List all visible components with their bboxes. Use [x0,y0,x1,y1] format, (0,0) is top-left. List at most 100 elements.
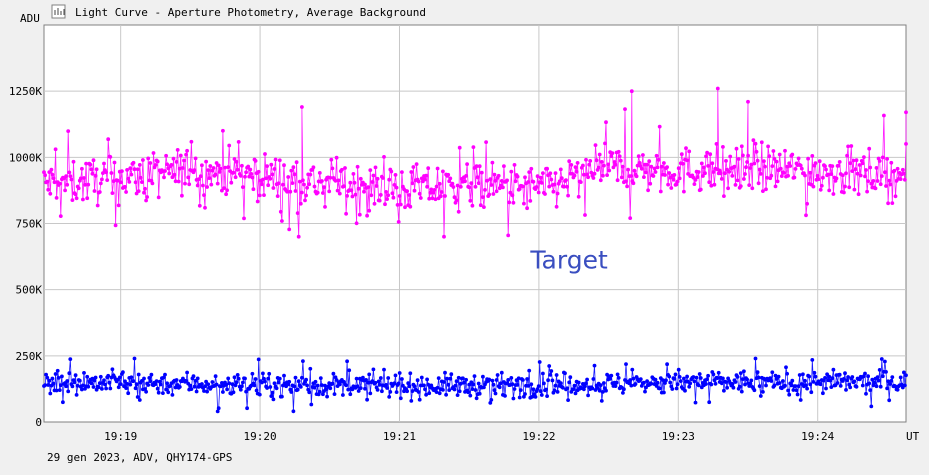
data-point [731,385,736,390]
data-point [890,201,895,206]
data-point [64,384,68,389]
data-point [857,163,862,167]
data-point [742,177,746,181]
data-point [755,158,760,163]
data-point [315,383,320,388]
data-point [419,375,424,380]
data-point [757,167,762,172]
footer-info: 29 gen 2023, ADV, QHY174-GPS [47,451,232,464]
data-point [445,376,449,381]
light-curve-icon[interactable] [51,4,66,19]
data-point [517,187,522,191]
data-point [751,138,756,143]
data-point [875,375,880,379]
data-point [356,389,361,393]
data-point [123,379,127,384]
data-point [366,185,371,190]
data-point [224,192,229,197]
data-point [818,382,823,387]
data-point [411,165,416,169]
data-point [73,373,78,378]
data-point [206,168,211,173]
data-point [220,188,224,193]
data-point [417,397,422,402]
data-point [396,220,401,224]
data-point [626,167,630,172]
data-point [884,370,888,374]
data-point [352,180,357,185]
data-point [734,146,739,151]
data-point [121,370,125,375]
data-point [321,392,325,397]
data-point [144,389,149,394]
data-point [569,163,574,167]
data-point [517,395,522,400]
data-point [82,176,86,180]
data-point [745,160,749,164]
data-point [748,166,753,170]
data-point [838,384,843,388]
data-point [126,391,131,396]
data-point [102,378,106,383]
data-point [231,170,236,175]
data-point [497,385,502,390]
data-point [586,393,590,398]
data-point [704,382,708,386]
data-point [96,385,101,390]
data-point [819,183,824,188]
data-point [330,381,335,386]
x-tick-label: 19:21 [383,430,416,443]
data-point [586,175,590,180]
data-point [104,170,108,175]
data-point [526,180,531,184]
data-point [764,383,768,388]
data-point [276,181,281,186]
data-point [232,157,237,161]
data-point [315,190,320,195]
data-point [777,381,782,385]
data-point [309,402,314,407]
data-point [246,164,251,169]
data-point [471,382,476,387]
data-point [245,406,250,411]
data-point [566,398,570,402]
data-point [631,181,636,186]
data-point [656,157,661,162]
data-point [657,386,662,391]
data-point [218,384,223,389]
data-point [163,169,167,173]
data-point [277,158,282,163]
data-point [883,170,887,175]
data-point [722,194,726,199]
data-point [893,384,898,389]
data-point [213,172,218,177]
data-point [354,376,359,381]
data-point [762,159,766,164]
data-point [393,173,398,177]
data-point [531,387,536,392]
data-point [74,393,79,397]
data-point [629,383,634,388]
data-point [871,179,876,183]
data-point [131,160,136,165]
data-point [264,176,268,181]
data-point [726,186,730,191]
data-point [265,164,269,169]
data-point [57,181,62,186]
y-axis-tick-labels: 0 250K 500K 750K 1000K 1250K [9,85,42,429]
data-point [466,390,471,395]
data-point [354,221,359,226]
data-point [73,192,78,197]
data-point [44,372,48,377]
data-point [548,171,553,176]
data-point [804,213,808,218]
data-point [378,193,383,197]
data-point [496,173,501,178]
data-point [221,390,225,394]
data-point [298,201,303,206]
data-point [535,174,540,179]
data-point [436,376,441,380]
data-point [150,181,155,186]
data-point [753,356,758,361]
data-point [483,188,487,192]
